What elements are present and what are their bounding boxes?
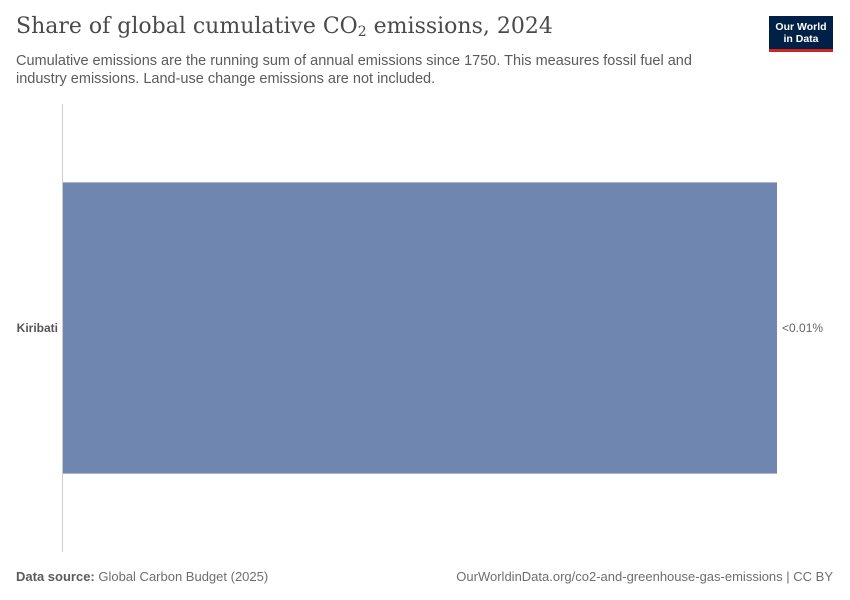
chart-subtitle: Cumulative emissions are the running sum… <box>16 53 692 87</box>
data-source-text: Global Carbon Budget (2025) <box>94 569 269 584</box>
title-subscript: 2 <box>357 24 367 40</box>
title-main: Share of global cumulative CO <box>16 14 358 39</box>
value-label: <0.01% <box>782 321 823 335</box>
title-rest: emissions, 2024 <box>366 14 553 39</box>
chart-footer: Data source: Global Carbon Budget (2025)… <box>16 569 833 584</box>
data-source: Data source: Global Carbon Budget (2025) <box>16 569 268 584</box>
category-label: Kiribati <box>17 321 58 335</box>
logo-line-1: Our World <box>775 20 827 33</box>
bars-group: Kiribati <0.01% <box>17 182 823 474</box>
data-source-label: Data source: <box>16 569 95 584</box>
logo-line-2: in Data <box>783 32 819 45</box>
chart-title: Share of global cumulative CO2 emissions… <box>16 14 553 40</box>
source-url[interactable]: OurWorldinData.org/co2-and-greenhouse-ga… <box>456 569 833 584</box>
owid-logo[interactable]: Our World in Data <box>769 16 833 52</box>
bar-kiribati[interactable] <box>63 182 777 474</box>
